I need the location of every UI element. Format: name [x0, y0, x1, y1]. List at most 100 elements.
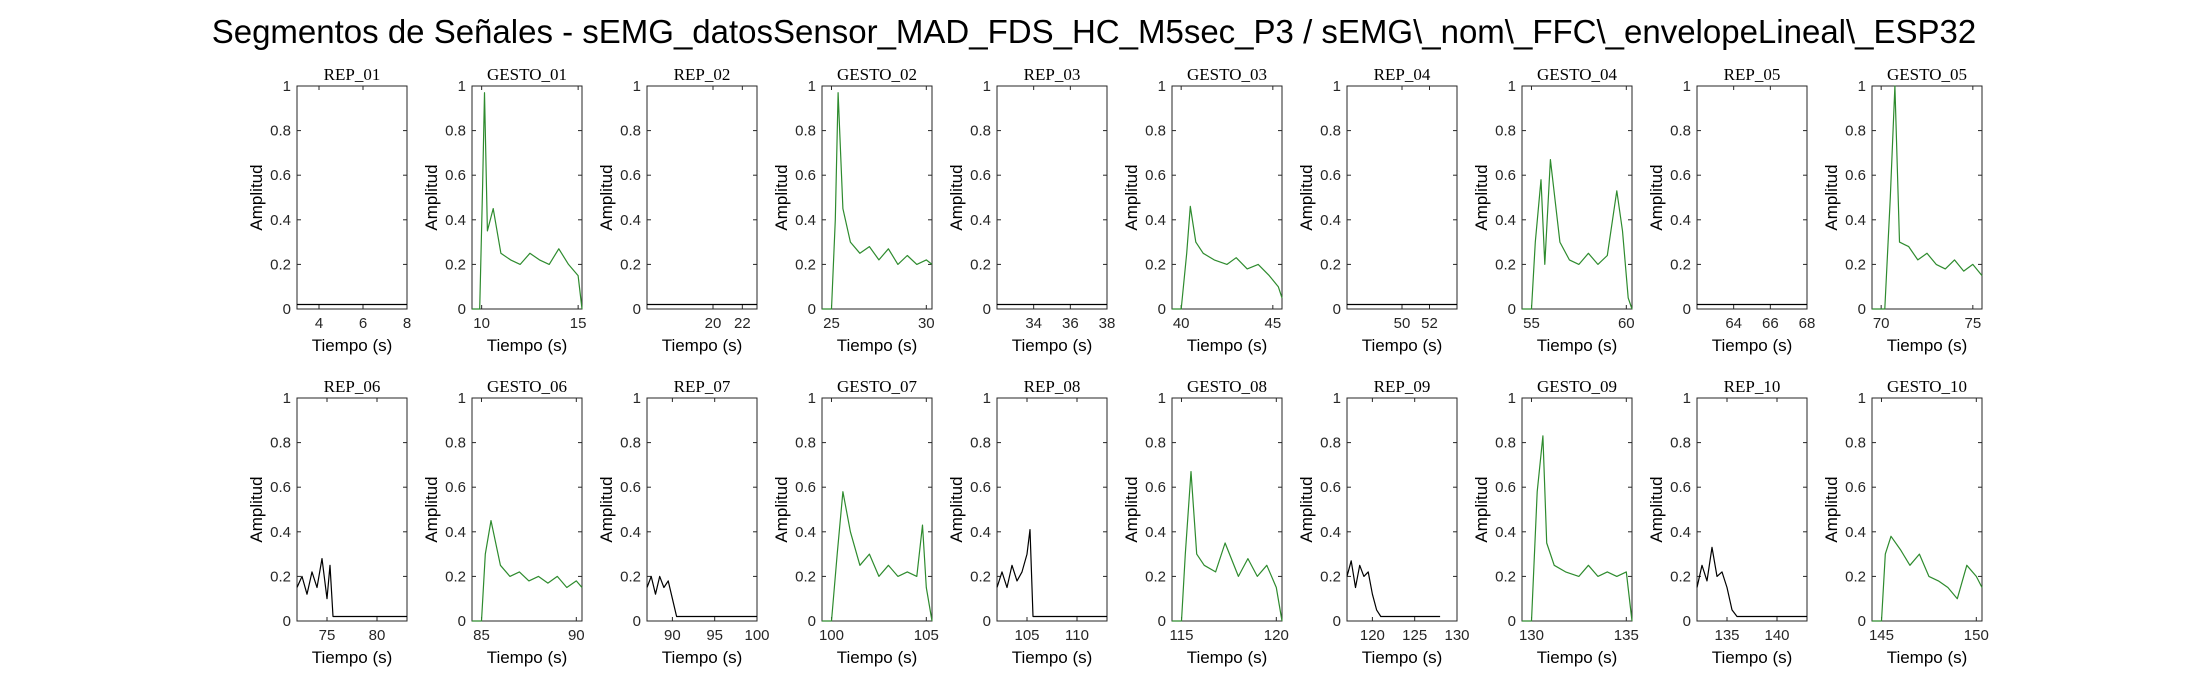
- y-tick-label: 0.4: [970, 212, 991, 229]
- x-axis-label: Tiempo (s): [1362, 648, 1443, 667]
- y-tick-label: 0.6: [1145, 479, 1166, 496]
- y-tick-label: 0.6: [1495, 167, 1516, 184]
- subplot-6: GESTO_03 0 0.2 0.4 0.6 0.8 1 40 45 Tiempo (s) Ampl…: [1122, 65, 1283, 355]
- plot-frame: [1871, 85, 1983, 310]
- y-tick-label: 0.2: [970, 256, 991, 273]
- x-tick-label: 130: [1444, 627, 1469, 644]
- y-tick-label: 0.2: [795, 256, 816, 273]
- x-axis-label: Tiempo (s): [312, 336, 393, 355]
- x-tick-label: 90: [664, 627, 681, 644]
- y-tick-label: 0: [633, 301, 641, 318]
- y-tick-label: 1: [808, 390, 816, 407]
- y-tick-label: 0.6: [1495, 479, 1516, 496]
- x-tick-label: 95: [706, 627, 723, 644]
- y-tick-label: 1: [1683, 390, 1691, 407]
- x-axis-label: Tiempo (s): [1712, 648, 1793, 667]
- y-axis-label: Amplitud: [247, 476, 266, 542]
- x-tick-label: 100: [744, 627, 769, 644]
- y-tick-label: 0.4: [1145, 212, 1166, 229]
- series-line-1: [1172, 471, 1283, 622]
- plot-frame: [821, 85, 933, 310]
- series-line-1: [822, 92, 933, 310]
- y-tick-label: 0.8: [795, 123, 816, 140]
- y-tick-label: 0.8: [445, 123, 466, 140]
- subplot-title: REP_03: [1024, 65, 1081, 84]
- y-tick-label: 0.6: [270, 479, 291, 496]
- plot-frame: [471, 85, 583, 310]
- x-tick-label: 115: [1170, 627, 1194, 644]
- y-tick-label: 0.6: [795, 479, 816, 496]
- series-line-1: [822, 491, 933, 622]
- y-tick-label: 0: [1158, 613, 1166, 630]
- series-line-1: [1696, 546, 1807, 618]
- subplot-title: GESTO_06: [487, 377, 567, 396]
- x-axis-label: Tiempo (s): [1712, 336, 1793, 355]
- x-axis-label: Tiempo (s): [1887, 336, 1968, 355]
- plot-frame: [996, 85, 1108, 310]
- y-tick-label: 0: [983, 613, 991, 630]
- x-axis-label: Tiempo (s): [837, 648, 918, 667]
- y-axis-label: Amplitud: [1822, 476, 1841, 542]
- y-tick-label: 0.4: [270, 212, 291, 229]
- y-tick-label: 1: [283, 390, 291, 407]
- x-tick-label: 105: [914, 627, 939, 644]
- subplot-title: REP_10: [1724, 377, 1781, 396]
- x-tick-label: 135: [1614, 627, 1639, 644]
- x-tick-label: 120: [1264, 627, 1289, 644]
- plot-frame: [996, 397, 1108, 622]
- y-axis-label: Amplitud: [1472, 476, 1491, 542]
- subplot-title: REP_07: [674, 377, 731, 396]
- y-axis-label: Amplitud: [1122, 164, 1141, 230]
- y-tick-label: 1: [1858, 390, 1866, 407]
- subplot-11: REP_06 0 0.2 0.4 0.6 0.8 1 75 80 Tiempo (s) Amplit…: [247, 377, 408, 667]
- x-axis-label: Tiempo (s): [1012, 336, 1093, 355]
- y-tick-label: 0.4: [620, 524, 641, 541]
- y-tick-label: 0.8: [445, 435, 466, 452]
- x-axis-label: Tiempo (s): [1187, 336, 1268, 355]
- y-tick-label: 0.6: [445, 479, 466, 496]
- x-tick-label: 64: [1725, 315, 1742, 332]
- x-axis-label: Tiempo (s): [1362, 336, 1443, 355]
- y-tick-label: 0.4: [445, 524, 466, 541]
- x-tick-label: 80: [369, 627, 386, 644]
- y-tick-label: 0.6: [1845, 479, 1866, 496]
- plot-frame: [1521, 85, 1633, 310]
- y-tick-label: 0.8: [1670, 123, 1691, 140]
- y-tick-label: 0.8: [620, 435, 641, 452]
- y-tick-label: 0.4: [1320, 524, 1341, 541]
- y-tick-label: 0: [283, 613, 291, 630]
- y-tick-label: 0.8: [1670, 435, 1691, 452]
- y-tick-label: 0.6: [1670, 479, 1691, 496]
- series-line-1: [646, 575, 757, 618]
- subplot-1: REP_01 0 0.2 0.4 0.6 0.8 1 4 6 8 Tiempo (s) Amplitu…: [247, 65, 411, 355]
- y-tick-label: 0.2: [270, 256, 291, 273]
- y-tick-label: 0.4: [795, 212, 816, 229]
- subplot-title: GESTO_03: [1187, 65, 1267, 84]
- y-tick-label: 0.2: [1495, 256, 1516, 273]
- y-tick-label: 1: [633, 390, 641, 407]
- x-tick-label: 150: [1964, 627, 1989, 644]
- plot-frame: [471, 397, 583, 622]
- subplot-title: REP_06: [324, 377, 381, 396]
- x-axis-label: Tiempo (s): [1187, 648, 1268, 667]
- x-axis-label: Tiempo (s): [487, 648, 568, 667]
- y-tick-label: 1: [1333, 390, 1341, 407]
- y-tick-label: 1: [283, 78, 291, 95]
- y-tick-label: 0.4: [795, 524, 816, 541]
- y-tick-label: 0: [1508, 613, 1516, 630]
- x-tick-label: 70: [1873, 315, 1890, 332]
- x-axis-label: Tiempo (s): [837, 336, 918, 355]
- y-axis-label: Amplitud: [947, 476, 966, 542]
- plot-frame: [1521, 397, 1633, 622]
- subplot-20: GESTO_10 0 0.2 0.4 0.6 0.8 1 145 150 Tiempo (s) Am…: [1822, 377, 1989, 667]
- x-tick-label: 68: [1799, 315, 1816, 332]
- x-tick-label: 8: [403, 315, 411, 332]
- y-axis-label: Amplitud: [1647, 164, 1666, 230]
- x-tick-label: 15: [570, 315, 587, 332]
- y-tick-label: 0.2: [1145, 256, 1166, 273]
- subplot-5: REP_03 0 0.2 0.4 0.6 0.8 1 34 36 38 Tiempo (s) Ampl…: [947, 65, 1115, 355]
- y-tick-label: 0.4: [1320, 212, 1341, 229]
